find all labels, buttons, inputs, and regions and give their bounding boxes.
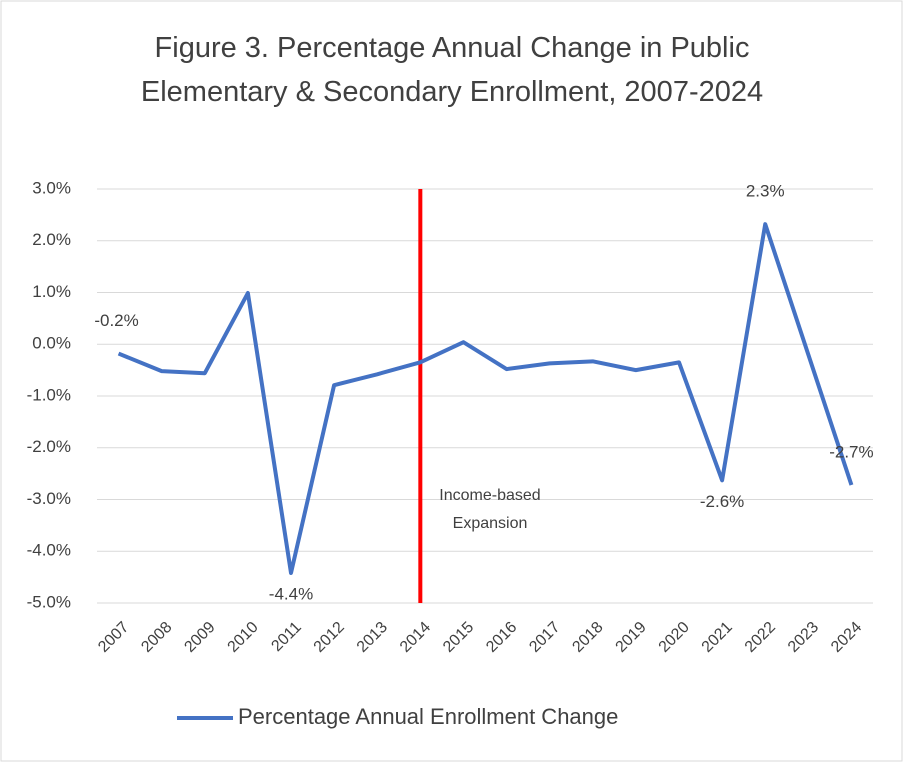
y-tick-label: -2.0% xyxy=(27,437,71,456)
annotation: Income-based Expansion xyxy=(439,487,541,532)
data-label: -2.7% xyxy=(829,442,873,461)
legend-label: Percentage Annual Enrollment Change xyxy=(238,704,618,729)
data-label: -0.2% xyxy=(94,311,138,330)
y-tick-label: -4.0% xyxy=(27,541,71,560)
y-tick-label: 2.0% xyxy=(32,230,71,249)
y-tick-label: 1.0% xyxy=(32,282,71,301)
y-tick-label: 0.0% xyxy=(32,334,71,353)
y-tick-label: -3.0% xyxy=(27,489,71,508)
y-tick-label: -5.0% xyxy=(27,592,71,611)
data-label: -2.6% xyxy=(700,492,744,511)
y-tick-label: 3.0% xyxy=(32,178,71,197)
y-tick-label: -1.0% xyxy=(27,385,71,404)
data-label: 2.3% xyxy=(746,182,785,201)
data-label: -4.4% xyxy=(269,584,313,603)
chart-title: Figure 3. Percentage Annual Change in Pu… xyxy=(140,32,764,108)
data-line xyxy=(117,222,854,575)
